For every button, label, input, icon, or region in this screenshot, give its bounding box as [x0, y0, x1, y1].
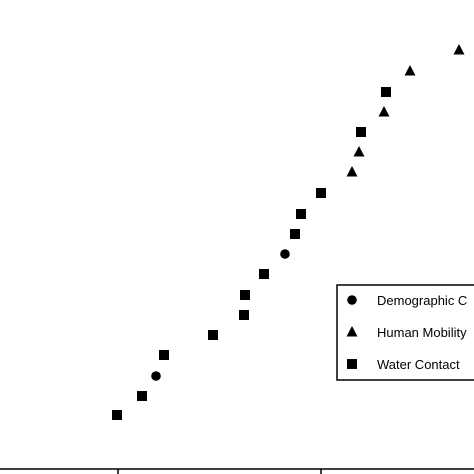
square-marker-point: [290, 229, 300, 239]
triangle-marker-point: [378, 106, 390, 117]
legend-entry-label: Demographic C: [377, 293, 467, 308]
legend-circle-icon: [347, 295, 357, 305]
square-marker-point: [137, 391, 147, 401]
square-marker-point: [239, 310, 249, 320]
legend-entry-label: Water Contact: [377, 357, 460, 372]
legend-box: [336, 284, 474, 381]
triangle-marker-point: [404, 65, 416, 76]
triangle-marker-point: [346, 166, 358, 177]
circle-marker-point: [280, 249, 290, 259]
square-marker-point: [381, 87, 391, 97]
legend-square-icon: [347, 359, 357, 369]
triangle-marker-point: [353, 146, 365, 157]
legend-entry-label: Human Mobility: [377, 325, 467, 340]
data-points: [112, 44, 465, 420]
legend: Demographic C Human Mobility Water Contact: [336, 284, 474, 381]
square-marker-point: [240, 290, 250, 300]
square-marker-point: [208, 330, 218, 340]
circle-marker-point: [151, 371, 161, 381]
triangle-marker-point: [453, 44, 465, 55]
square-marker-point: [316, 188, 326, 198]
square-marker-point: [159, 350, 169, 360]
square-marker-point: [296, 209, 306, 219]
square-marker-point: [356, 127, 366, 137]
legend-triangle-icon: [346, 326, 358, 337]
square-marker-point: [259, 269, 269, 279]
square-marker-point: [112, 410, 122, 420]
